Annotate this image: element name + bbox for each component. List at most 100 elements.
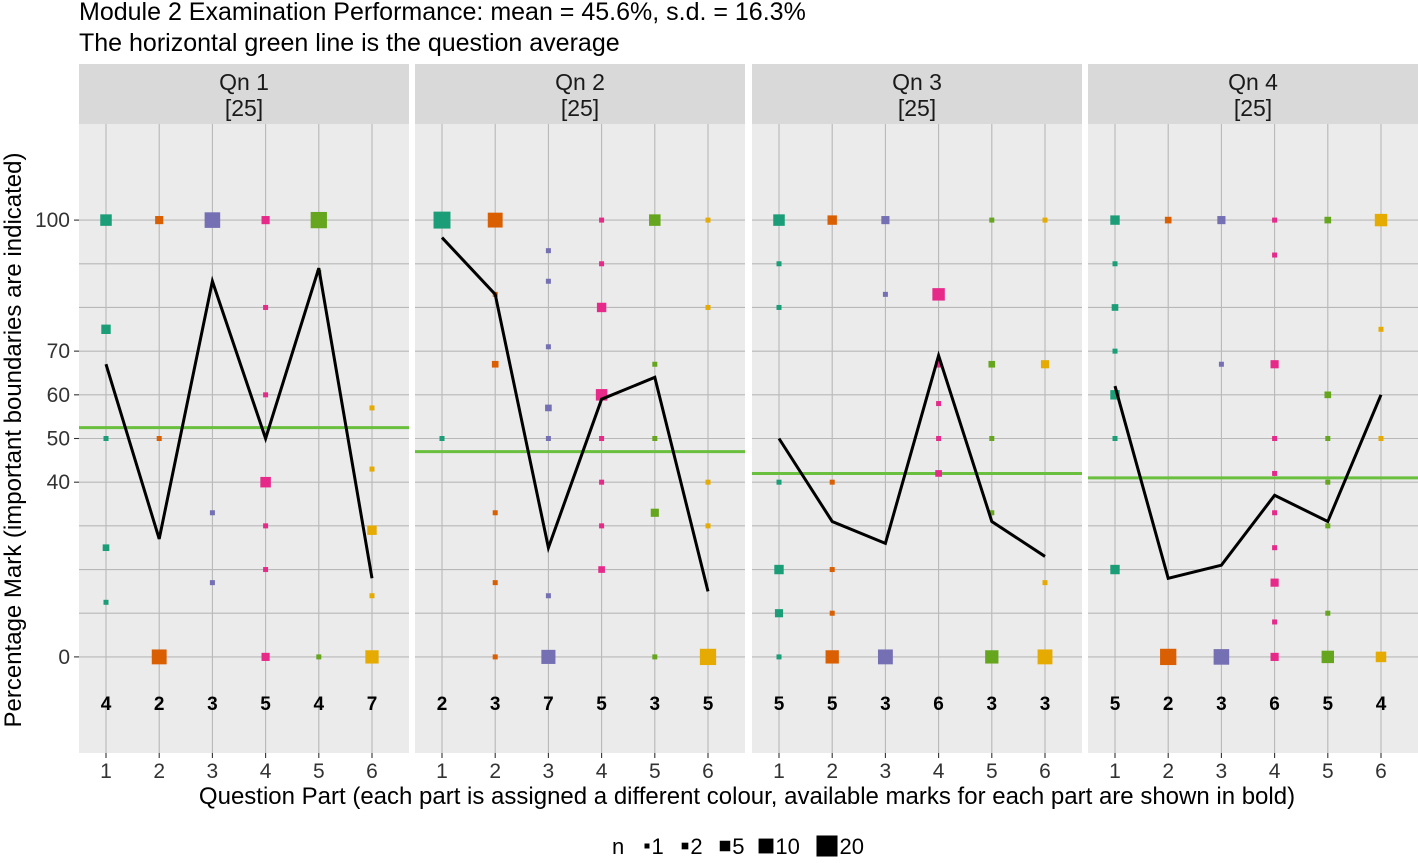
x-tick-label: 1 bbox=[773, 760, 785, 783]
data-point bbox=[369, 593, 375, 599]
available-marks-label: 3 bbox=[650, 694, 661, 715]
data-point bbox=[829, 610, 835, 616]
data-point bbox=[1375, 651, 1387, 663]
facet-panel: Qn 4[25] 5 2 3 6 5 4 1 2 3 4 5 6 bbox=[1088, 64, 1418, 783]
available-marks-label: 7 bbox=[543, 694, 554, 715]
data-point bbox=[1325, 610, 1331, 616]
data-point bbox=[599, 523, 605, 529]
data-point bbox=[877, 649, 893, 665]
data-point bbox=[652, 361, 658, 367]
data-point bbox=[1160, 648, 1177, 666]
data-point bbox=[776, 479, 782, 485]
legend-label: 5 bbox=[732, 834, 744, 859]
legend: n 1 2 5 10 20 bbox=[612, 834, 864, 859]
facet-panel: Qn 2[25] 2 3 7 5 3 5 1 2 3 4 5 6 bbox=[415, 64, 745, 783]
data-point bbox=[1272, 252, 1278, 258]
available-marks-label: 4 bbox=[1376, 694, 1387, 715]
data-point bbox=[989, 217, 995, 223]
data-point bbox=[1111, 304, 1119, 311]
data-point bbox=[541, 649, 556, 664]
data-point bbox=[204, 212, 221, 228]
data-point bbox=[1325, 436, 1331, 441]
x-tick-label: 4 bbox=[933, 760, 945, 783]
data-point bbox=[1112, 436, 1118, 441]
data-point bbox=[935, 360, 942, 368]
x-tick-label: 3 bbox=[880, 760, 892, 783]
y-tick-label: 50 bbox=[47, 428, 70, 451]
data-point bbox=[545, 404, 552, 412]
available-marks-label: 5 bbox=[703, 694, 714, 715]
y-axis: 0 40 50 60 70 100 bbox=[35, 209, 79, 669]
legend-title: n bbox=[612, 834, 624, 859]
chart-title: Module 2 Examination Performance: mean =… bbox=[79, 0, 806, 26]
data-point bbox=[1324, 391, 1332, 399]
data-point bbox=[599, 217, 605, 223]
data-point bbox=[1112, 348, 1118, 354]
chart-subtitle: The horizontal green line is the questio… bbox=[79, 29, 620, 57]
data-point bbox=[599, 479, 605, 485]
x-tick-label: 6 bbox=[1375, 760, 1387, 783]
y-tick-label: 40 bbox=[47, 471, 70, 494]
data-point bbox=[705, 304, 711, 310]
data-point bbox=[545, 436, 551, 441]
data-point bbox=[1110, 390, 1120, 400]
facet-panel: Qn 3[25] 5 5 3 6 3 3 1 2 3 4 5 6 bbox=[752, 64, 1082, 783]
data-point bbox=[774, 609, 784, 618]
data-point bbox=[774, 564, 784, 575]
data-point bbox=[1272, 545, 1278, 551]
x-tick-label: 2 bbox=[489, 760, 501, 783]
data-point bbox=[367, 525, 377, 535]
x-tick-label: 6 bbox=[1039, 760, 1051, 783]
data-point bbox=[989, 510, 995, 516]
facet-strip-marks: [25] bbox=[225, 95, 263, 121]
legend-label: 20 bbox=[840, 834, 864, 859]
data-point bbox=[1040, 360, 1050, 369]
data-point bbox=[1272, 619, 1278, 625]
data-point bbox=[369, 466, 375, 472]
data-point bbox=[545, 344, 551, 350]
available-marks-label: 6 bbox=[1269, 694, 1280, 715]
data-point bbox=[1270, 578, 1279, 587]
data-point bbox=[545, 278, 551, 284]
data-point bbox=[103, 436, 109, 441]
y-tick-label: 70 bbox=[47, 340, 70, 363]
data-point bbox=[776, 261, 782, 267]
facet-strip-title: Qn 1 bbox=[219, 69, 269, 95]
data-point bbox=[103, 599, 109, 605]
data-point bbox=[100, 214, 112, 226]
data-point bbox=[596, 302, 607, 313]
x-tick-label: 3 bbox=[543, 760, 555, 783]
legend-key bbox=[681, 842, 689, 850]
data-point bbox=[650, 508, 659, 517]
data-point bbox=[545, 593, 551, 599]
part-mean-line bbox=[777, 350, 1046, 558]
legend-label: 1 bbox=[652, 834, 664, 859]
available-marks-label: 2 bbox=[1163, 694, 1174, 715]
data-point bbox=[776, 654, 782, 660]
data-point bbox=[1110, 215, 1120, 225]
data-point bbox=[155, 216, 164, 225]
data-point bbox=[1042, 580, 1048, 586]
data-point bbox=[261, 216, 270, 225]
x-tick-label: 2 bbox=[153, 760, 165, 783]
data-point bbox=[102, 544, 110, 552]
data-point bbox=[1110, 564, 1120, 575]
x-axis-label: Question Part (each part is assigned a d… bbox=[199, 783, 1295, 810]
data-point bbox=[882, 291, 888, 297]
x-tick-label: 3 bbox=[207, 760, 219, 783]
data-point bbox=[1374, 213, 1388, 227]
data-point bbox=[595, 389, 608, 401]
data-point bbox=[932, 288, 945, 301]
legend-key bbox=[758, 838, 774, 854]
data-point bbox=[433, 211, 451, 229]
x-tick-label: 5 bbox=[313, 760, 325, 783]
data-point bbox=[263, 567, 269, 573]
legend-key bbox=[644, 843, 650, 849]
data-point bbox=[705, 523, 711, 529]
data-point bbox=[936, 401, 942, 407]
data-point bbox=[101, 324, 111, 334]
data-point bbox=[1321, 650, 1335, 664]
part-mean-line bbox=[1113, 385, 1383, 581]
y-tick-label: 100 bbox=[35, 209, 70, 232]
data-point bbox=[1272, 470, 1278, 476]
